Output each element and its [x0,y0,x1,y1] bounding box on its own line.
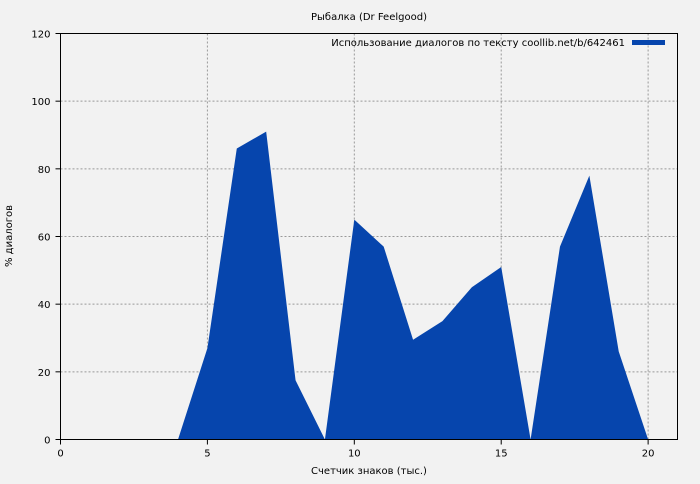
x-axis-label: Счетчик знаков (тыс.) [311,466,427,477]
x-tick-label: 15 [495,449,508,460]
x-tick-label: 10 [348,449,361,460]
chart-title: Рыбалка (Dr Feelgood) [311,12,427,23]
y-tick-label: 80 [38,165,51,176]
x-tick-label: 0 [57,449,63,460]
y-tick-label: 120 [31,30,50,41]
y-tick-label: 100 [31,97,50,108]
y-axis-label: % диалогов [4,205,15,267]
y-tick-label: 40 [38,300,51,311]
y-tick-label: 60 [38,233,51,244]
x-tick-label: 20 [642,449,655,460]
x-tick-label: 5 [204,449,210,460]
series-area [178,132,648,440]
legend-swatch [632,40,665,45]
legend: Использование диалогов по тексту coollib… [331,38,665,49]
y-tick-label: 0 [44,436,50,447]
legend-label: Использование диалогов по тексту coollib… [331,38,625,49]
y-tick-label: 20 [38,368,51,379]
series-area-path [178,132,648,440]
